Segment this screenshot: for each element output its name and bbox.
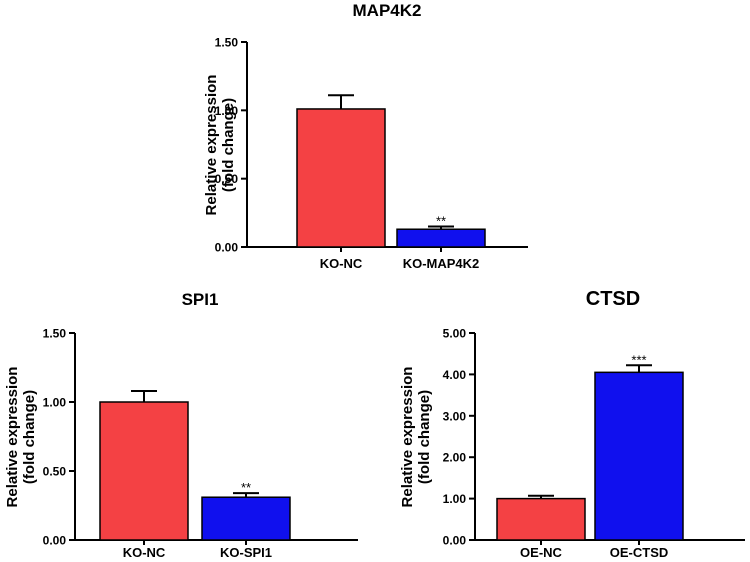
significance-marker: **	[241, 480, 251, 495]
y-tick-label: 1.00	[215, 104, 239, 118]
bar-oe-ctsd	[594, 371, 684, 541]
x-tick-label: KO-NC	[320, 256, 363, 271]
y-tick-label: 0.00	[443, 534, 467, 548]
x-tick-label: KO-NC	[123, 545, 166, 560]
bar-ko-map4k2	[396, 228, 486, 248]
y-tick-label: 2.00	[443, 451, 467, 465]
chart-title: SPI1	[182, 290, 219, 309]
y-axis-label-line: Relative expression	[4, 367, 21, 508]
y-tick-label: 0.00	[43, 534, 67, 548]
y-tick-label: 1.50	[215, 36, 239, 50]
y-axis-label-line: Relative expression	[399, 367, 416, 508]
x-tick-label: OE-CTSD	[610, 545, 669, 560]
significance-marker: ***	[631, 352, 646, 367]
chart-spi1: SPI1 0.00 0.50 1.00 1.50 Relative expression(…	[4, 290, 358, 560]
y-axis-label: Relative expression(fold change)	[399, 367, 433, 508]
y-tick-label: 3.00	[443, 409, 467, 423]
y-axis-label: Relative expression(fold change)	[4, 367, 38, 508]
y-tick-label: 0.50	[215, 172, 239, 186]
y-tick-label: 1.00	[43, 396, 67, 410]
x-tick-label: KO-SPI1	[220, 545, 272, 560]
y-tick-label: 0.00	[215, 241, 239, 255]
y-axis-label-line: Relative expression	[203, 75, 220, 216]
y-tick-label: 0.50	[43, 465, 67, 479]
chart-title: MAP4K2	[353, 1, 422, 20]
x-tick-label: KO-MAP4K2	[403, 256, 480, 271]
chart-ctsd: CTSD 0.00 1.00 2.00 3.00 4.00 5.00 Relative exp…	[399, 288, 745, 560]
bar-ko-nc	[99, 401, 189, 541]
y-tick-label: 5.00	[443, 327, 467, 341]
y-tick-label: 1.50	[43, 327, 67, 341]
y-axis-label-line: (fold change)	[416, 390, 433, 484]
y-tick-label: 4.00	[443, 368, 467, 382]
chart-title: CTSD	[586, 288, 640, 310]
chart-map4k2: MAP4K2 0.00 0.50 1.00 1.50 Relative expressio…	[203, 1, 528, 271]
bar-ko-nc	[296, 108, 386, 248]
bar-oe-nc	[496, 497, 586, 541]
x-tick-label: OE-NC	[520, 545, 563, 560]
bar-ko-spi1	[201, 496, 291, 541]
y-axis-label-line: (fold change)	[21, 390, 38, 484]
y-axis-label-line: (fold change)	[220, 98, 237, 192]
y-axis-label: Relative expression(fold change)	[203, 75, 237, 216]
significance-marker: **	[436, 214, 446, 229]
y-tick-label: 1.00	[443, 492, 467, 506]
